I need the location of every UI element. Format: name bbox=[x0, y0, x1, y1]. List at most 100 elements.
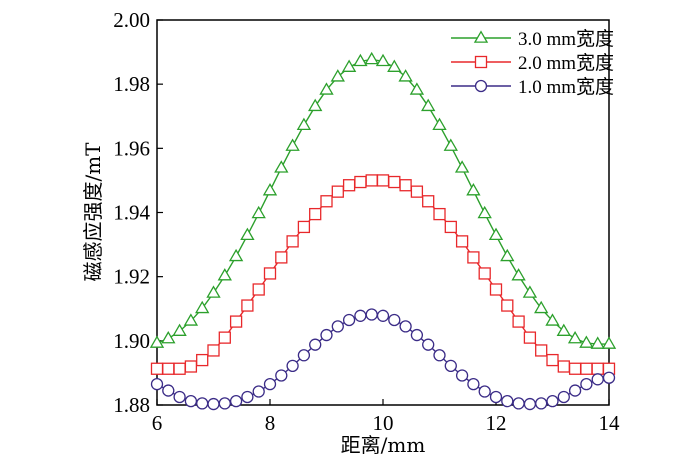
data-point-circle bbox=[568, 384, 582, 397]
data-point-square bbox=[467, 251, 480, 264]
legend-entry: 1.0 mm宽度 bbox=[451, 76, 614, 98]
data-point-circle bbox=[297, 349, 311, 362]
data-point-triangle bbox=[488, 227, 504, 241]
data-point-triangle bbox=[443, 138, 458, 151]
y-tick-label: 1.90 bbox=[113, 329, 150, 353]
data-point-square bbox=[150, 362, 164, 375]
series-line bbox=[156, 313, 610, 405]
data-point-square bbox=[568, 362, 582, 375]
data-point-triangle bbox=[556, 323, 571, 336]
data-point-square bbox=[207, 344, 220, 357]
x-tick-label: 8 bbox=[265, 411, 276, 435]
data-point-square bbox=[342, 179, 356, 192]
data-point-triangle bbox=[590, 336, 605, 349]
data-point-triangle bbox=[296, 117, 312, 131]
data-point-triangle bbox=[183, 313, 199, 326]
data-point-circle bbox=[376, 309, 390, 322]
data-point-triangle bbox=[432, 117, 447, 131]
data-point-square bbox=[229, 315, 243, 328]
data-point-square bbox=[297, 220, 311, 234]
data-point-square bbox=[196, 353, 209, 367]
y-tick-label: 1.88 bbox=[113, 393, 150, 417]
data-point-square bbox=[546, 353, 559, 367]
data-point-circle bbox=[354, 309, 367, 322]
data-point-square bbox=[241, 299, 254, 312]
data-point-triangle bbox=[319, 82, 334, 95]
legend-label: 1.0 mm宽度 bbox=[518, 76, 614, 98]
data-point-triangle bbox=[364, 51, 379, 65]
data-point-circle bbox=[433, 349, 446, 362]
data-point-square bbox=[331, 185, 344, 198]
data-point-triangle bbox=[409, 82, 425, 95]
data-point-square bbox=[444, 220, 457, 234]
axis-ticks: 6 8 10 12 14 1.88 1.90 1.92 1.94 1.96 1.98 2.00 bbox=[113, 8, 620, 435]
data-point-circle bbox=[229, 394, 243, 408]
data-point-triangle bbox=[262, 183, 278, 196]
data-point-square bbox=[410, 185, 424, 198]
data-point-circle bbox=[602, 371, 616, 384]
data-point-triangle bbox=[522, 285, 538, 298]
data-point-circle bbox=[184, 394, 198, 408]
data-point-square bbox=[523, 331, 537, 344]
legend-marker-circle bbox=[474, 79, 488, 93]
data-point-triangle bbox=[172, 323, 187, 336]
data-point-circle bbox=[410, 328, 424, 342]
data-point-circle bbox=[489, 390, 503, 404]
y-tick-label: 1.94 bbox=[113, 201, 150, 225]
series-layer bbox=[149, 51, 617, 411]
data-point-triangle bbox=[228, 248, 244, 262]
data-point-circle bbox=[173, 390, 186, 404]
legend-marker-square bbox=[474, 55, 488, 69]
data-point-square bbox=[580, 362, 593, 375]
data-point-square bbox=[433, 207, 446, 221]
data-point-square bbox=[252, 283, 265, 296]
data-point-circle bbox=[241, 390, 254, 404]
data-point-triangle bbox=[579, 335, 594, 348]
data-point-square bbox=[275, 251, 288, 264]
data-point-triangle bbox=[161, 330, 176, 344]
data-point-circle bbox=[331, 320, 344, 333]
data-point-circle bbox=[309, 338, 322, 351]
data-point-square bbox=[173, 362, 186, 375]
x-axis-label: 距离/mm bbox=[341, 433, 426, 457]
data-point-triangle bbox=[341, 59, 357, 72]
data-point-square bbox=[501, 299, 514, 312]
data-point-circle bbox=[580, 377, 593, 391]
data-point-triangle bbox=[387, 59, 402, 72]
series-triangle bbox=[149, 51, 617, 349]
data-point-circle bbox=[591, 373, 604, 386]
data-point-square bbox=[218, 331, 231, 344]
data-point-triangle bbox=[217, 268, 232, 281]
data-point-circle bbox=[535, 397, 548, 410]
x-tick-label: 10 bbox=[373, 411, 394, 435]
data-point-triangle bbox=[375, 53, 391, 67]
data-point-triangle bbox=[511, 268, 526, 281]
data-point-triangle bbox=[545, 313, 560, 326]
x-tick-label: 12 bbox=[486, 411, 507, 435]
data-point-square bbox=[184, 360, 198, 373]
data-point-triangle bbox=[477, 205, 492, 219]
data-point-circle bbox=[557, 390, 570, 404]
data-point-triangle bbox=[330, 69, 345, 82]
data-point-circle bbox=[512, 397, 525, 410]
data-point-triangle bbox=[149, 335, 165, 348]
data-point-square bbox=[478, 267, 491, 280]
data-point-triangle bbox=[454, 160, 470, 173]
x-tick-label: 6 bbox=[152, 411, 163, 435]
data-point-square bbox=[399, 179, 412, 192]
data-point-triangle bbox=[567, 330, 583, 344]
legend-label: 3.0 mm宽度 bbox=[518, 28, 614, 50]
data-point-square bbox=[455, 235, 469, 248]
data-point-circle bbox=[342, 313, 356, 327]
data-point-circle bbox=[388, 313, 401, 327]
data-point-triangle bbox=[308, 98, 323, 112]
data-point-triangle bbox=[601, 336, 617, 349]
data-point-circle bbox=[150, 377, 164, 391]
data-point-square bbox=[376, 174, 390, 187]
data-point-triangle bbox=[251, 205, 266, 219]
data-point-square bbox=[591, 362, 604, 375]
data-point-square bbox=[320, 195, 333, 208]
data-point-circle bbox=[196, 397, 209, 410]
data-point-circle bbox=[207, 397, 220, 411]
